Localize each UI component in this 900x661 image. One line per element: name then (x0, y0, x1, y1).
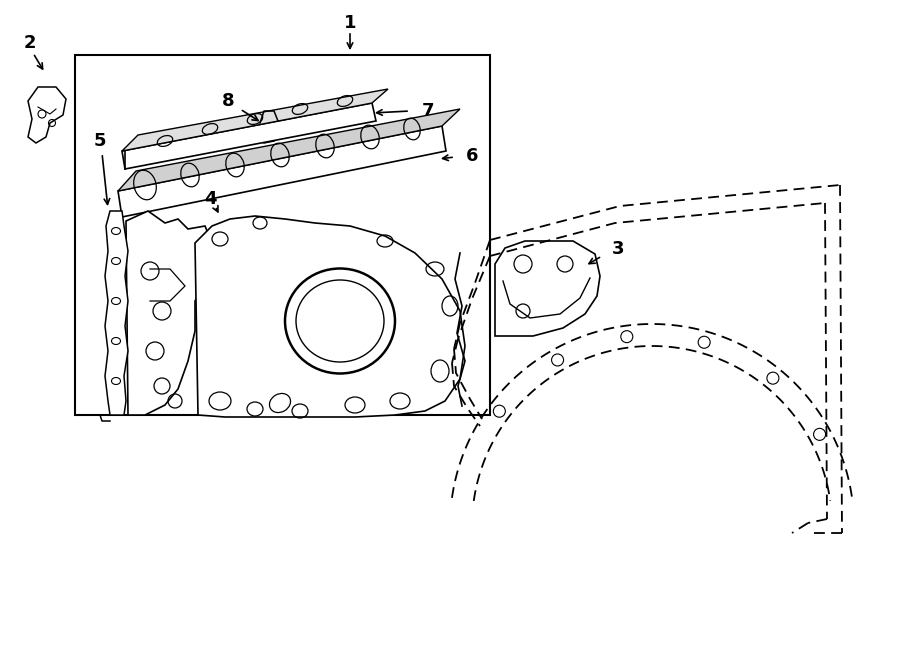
Polygon shape (118, 126, 446, 217)
Text: 5: 5 (94, 132, 106, 150)
Polygon shape (105, 211, 128, 415)
Text: 7: 7 (422, 102, 434, 120)
Text: 4: 4 (203, 190, 216, 208)
Polygon shape (195, 216, 465, 417)
Bar (75, 55, 490, 415)
Polygon shape (122, 89, 388, 151)
Text: 3: 3 (612, 240, 625, 258)
Text: 2: 2 (23, 34, 36, 52)
Polygon shape (122, 103, 376, 169)
Text: 8: 8 (221, 92, 234, 110)
Polygon shape (252, 119, 284, 143)
Text: 6: 6 (466, 147, 478, 165)
Polygon shape (495, 241, 600, 336)
Polygon shape (126, 211, 212, 415)
Polygon shape (118, 109, 460, 191)
Polygon shape (28, 87, 66, 143)
Text: 1: 1 (344, 14, 356, 32)
